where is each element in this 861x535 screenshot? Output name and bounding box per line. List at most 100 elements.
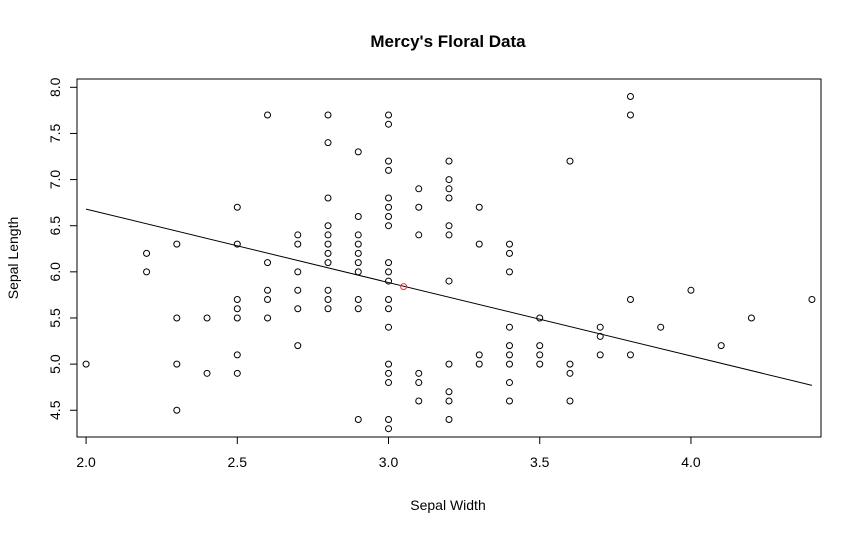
x-axis-label: Sepal Width (410, 497, 485, 513)
data-point (536, 342, 544, 350)
data-point (233, 203, 241, 211)
data-point (264, 111, 272, 119)
data-point (143, 249, 151, 257)
plot-frame (76, 78, 822, 438)
data-point (354, 268, 362, 276)
mean-point (400, 283, 408, 291)
data-point (354, 259, 362, 267)
data-point (445, 397, 453, 405)
data-point (475, 351, 483, 359)
data-marks (82, 93, 816, 433)
data-point (505, 351, 513, 359)
data-point (173, 360, 181, 368)
data-point (324, 139, 332, 147)
data-point (294, 342, 302, 350)
data-point (264, 286, 272, 294)
data-point (566, 369, 574, 377)
data-point (445, 185, 453, 193)
data-point (385, 157, 393, 165)
data-point (536, 360, 544, 368)
data-point (747, 314, 755, 322)
data-point (445, 360, 453, 368)
y-tick-label: 5.0 (47, 354, 63, 374)
data-point (264, 314, 272, 322)
data-point (445, 277, 453, 285)
x-tick-label: 4.0 (681, 454, 701, 470)
data-point (385, 259, 393, 267)
data-point (385, 268, 393, 276)
data-point (354, 231, 362, 239)
data-point (354, 148, 362, 156)
data-point (596, 351, 604, 359)
data-point (566, 360, 574, 368)
data-point (385, 323, 393, 331)
data-point (294, 240, 302, 248)
data-point (385, 111, 393, 119)
data-point (143, 268, 151, 276)
data-point (505, 240, 513, 248)
data-point (173, 240, 181, 248)
data-point (505, 379, 513, 387)
data-point (203, 314, 211, 322)
data-point (505, 342, 513, 350)
y-tick-label: 6.5 (47, 216, 63, 236)
data-point (505, 360, 513, 368)
data-point (294, 231, 302, 239)
data-point (385, 415, 393, 423)
y-axis: 4.5 5.0 5.5 6.0 6.5 7.0 7.5 8.0 (47, 77, 78, 420)
regression-line (85, 208, 813, 386)
data-point (536, 314, 544, 322)
data-point (626, 296, 634, 304)
data-point (445, 194, 453, 202)
data-point (657, 323, 665, 331)
data-point (354, 415, 362, 423)
data-point (505, 268, 513, 276)
data-point (385, 166, 393, 174)
data-point (415, 185, 423, 193)
data-point (536, 351, 544, 359)
data-point (294, 268, 302, 276)
data-point (324, 111, 332, 119)
data-point (505, 323, 513, 331)
data-point (354, 240, 362, 248)
data-point (324, 286, 332, 294)
data-point (385, 296, 393, 304)
data-point (354, 305, 362, 313)
data-point (233, 314, 241, 322)
data-point (385, 305, 393, 313)
y-tick-label: 6.0 (47, 262, 63, 282)
data-point (385, 425, 393, 433)
data-point (294, 305, 302, 313)
data-point (264, 259, 272, 267)
data-point (354, 212, 362, 220)
y-tick-label: 7.0 (47, 170, 63, 190)
data-point (626, 351, 634, 359)
data-point (173, 314, 181, 322)
y-tick-label: 7.5 (47, 123, 63, 143)
data-point (82, 360, 90, 368)
data-point (324, 296, 332, 304)
data-point (445, 388, 453, 396)
data-point (203, 369, 211, 377)
data-point (717, 342, 725, 350)
y-tick-label: 4.5 (47, 400, 63, 420)
data-point (385, 379, 393, 387)
data-point (324, 305, 332, 313)
data-point (354, 249, 362, 257)
data-point (233, 369, 241, 377)
data-point (415, 397, 423, 405)
data-point (505, 397, 513, 405)
data-point (415, 369, 423, 377)
x-axis: 2.0 2.5 3.0 3.5 4.0 (76, 436, 701, 470)
x-tick-label: 3.5 (530, 454, 550, 470)
data-point (808, 296, 816, 304)
data-point (445, 176, 453, 184)
y-axis-label: Sepal Length (5, 217, 21, 300)
data-point (385, 360, 393, 368)
data-point (475, 240, 483, 248)
data-point (415, 203, 423, 211)
data-point (233, 240, 241, 248)
data-point (324, 249, 332, 257)
x-tick-label: 3.0 (379, 454, 399, 470)
